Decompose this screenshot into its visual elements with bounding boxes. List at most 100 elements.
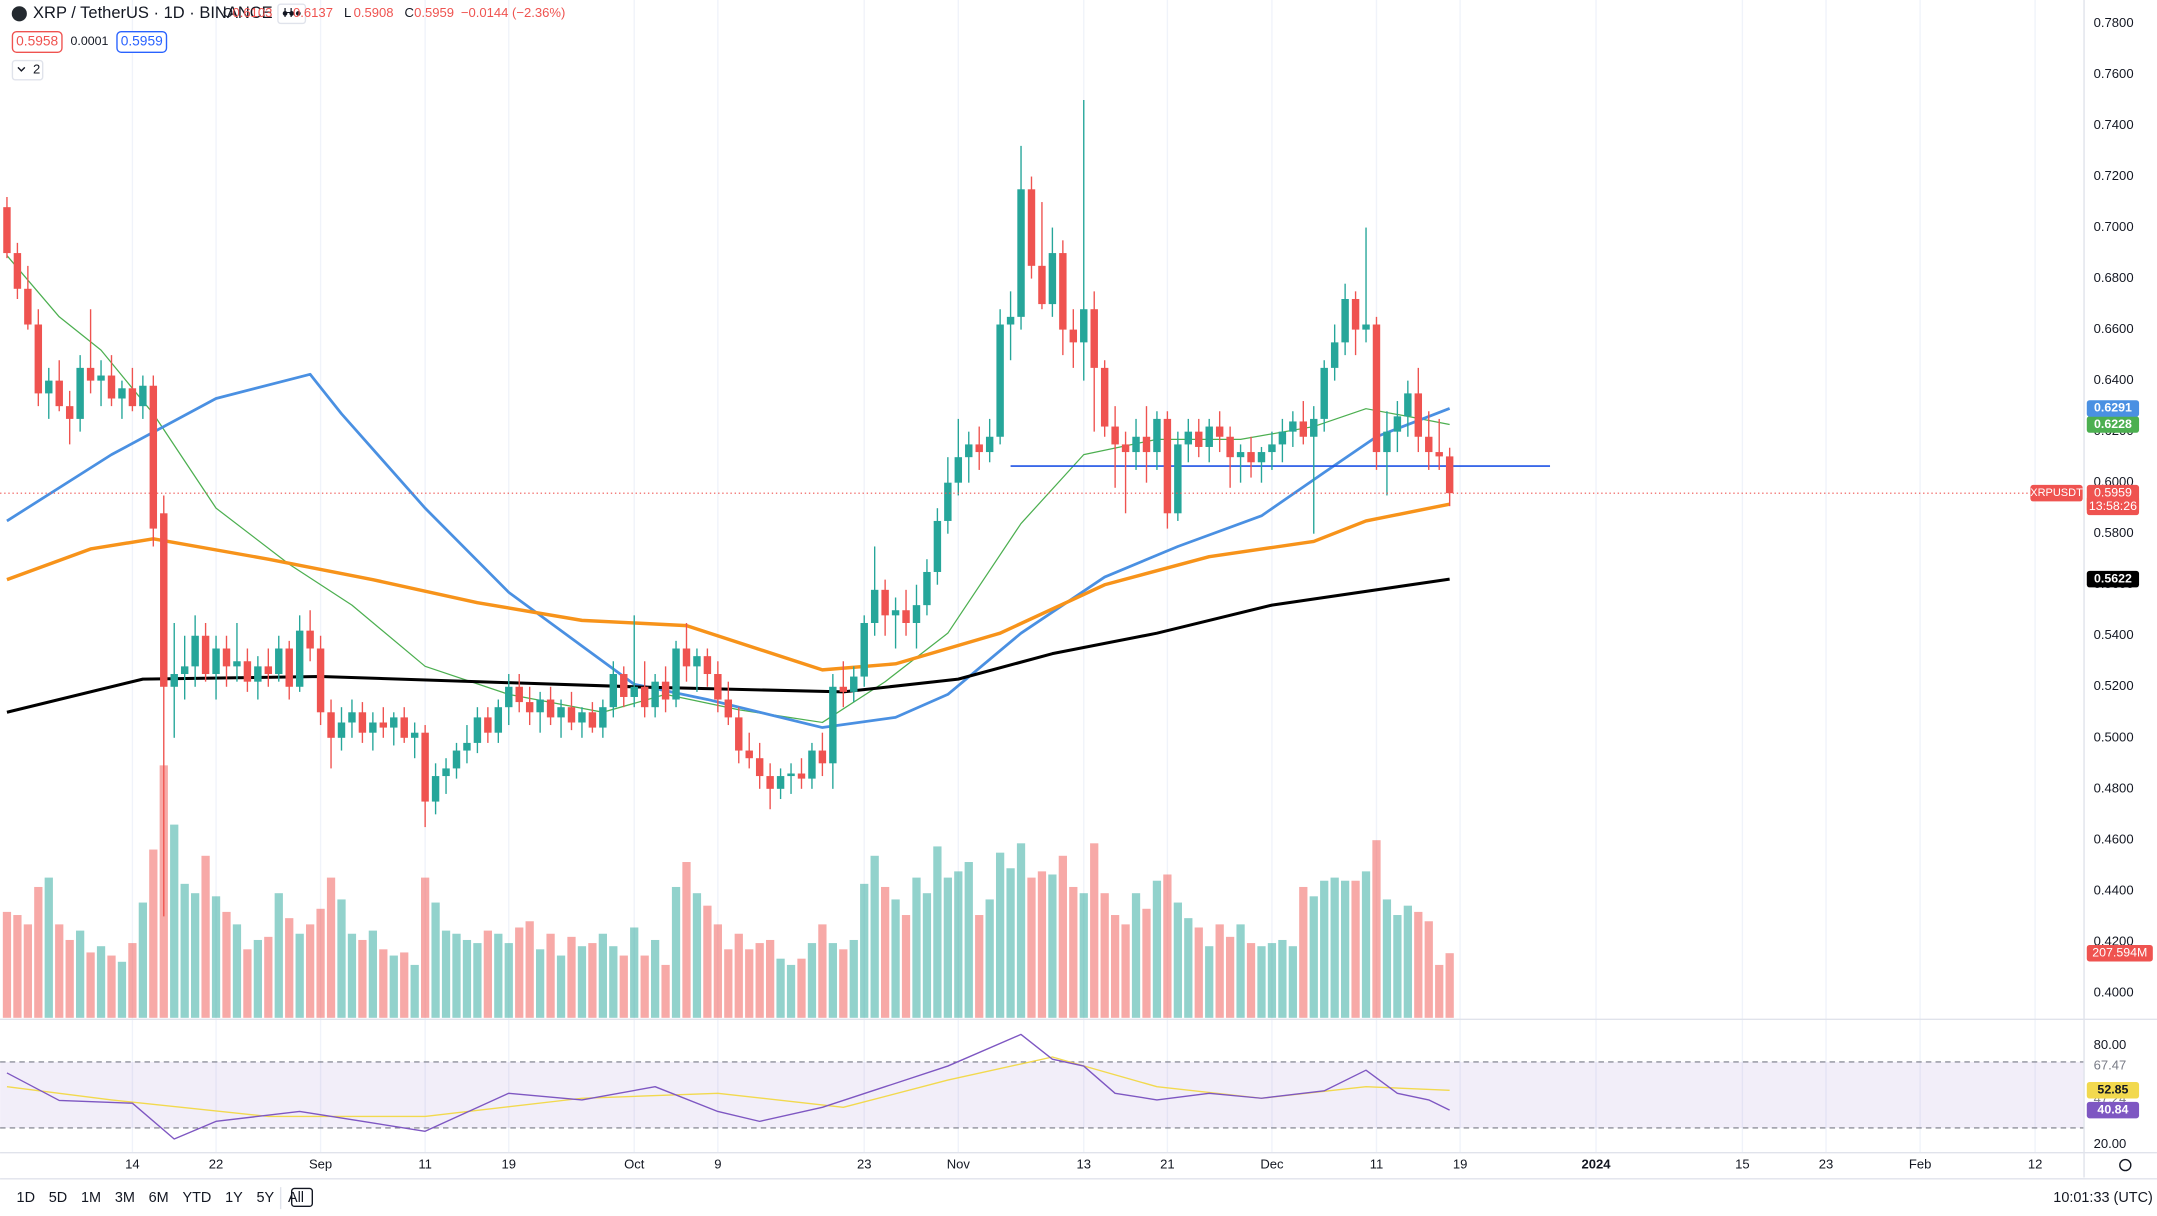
- indicator-count[interactable]: 2: [33, 62, 40, 77]
- candle-body: [1111, 426, 1119, 445]
- range-button[interactable]: 1Y: [225, 1190, 243, 1206]
- candle-body: [1069, 329, 1078, 343]
- candle-body: [745, 750, 753, 759]
- volume-bar: [170, 824, 179, 1018]
- volume-bar: [619, 955, 628, 1018]
- candle-body: [34, 324, 43, 394]
- candle-body: [1425, 436, 1433, 453]
- candle-body: [76, 367, 84, 419]
- volume-bar: [1016, 843, 1026, 1018]
- symbol-badge-bg: [2030, 484, 2083, 502]
- volume-bar: [1309, 896, 1318, 1018]
- candle-body: [975, 444, 983, 453]
- sell-box[interactable]: [11, 30, 63, 53]
- date-range-icon[interactable]: [290, 1187, 313, 1208]
- candle-body: [316, 648, 325, 713]
- chevron: [17, 66, 26, 72]
- candle-body: [923, 571, 931, 606]
- volume-bar: [1048, 874, 1057, 1018]
- volume-bar: [1110, 915, 1120, 1018]
- volume-bar: [431, 902, 440, 1018]
- candle-body: [379, 722, 388, 728]
- candle-body: [1132, 436, 1140, 453]
- ohlc-label: H: [283, 5, 292, 20]
- candle-body: [1090, 309, 1098, 368]
- candle-body: [996, 324, 1004, 437]
- candle-body: [1142, 436, 1151, 453]
- range-button[interactable]: 1M: [81, 1190, 101, 1206]
- range-button[interactable]: 3M: [115, 1190, 135, 1206]
- candle-body: [525, 702, 534, 713]
- candle-body: [139, 385, 147, 407]
- volume-bar: [1079, 893, 1088, 1018]
- volume-bar: [1027, 877, 1036, 1018]
- volume-bar: [96, 946, 106, 1018]
- buy-price[interactable]: 0.5959: [121, 34, 163, 49]
- candle-body: [13, 253, 22, 289]
- volume-bar: [1445, 953, 1454, 1018]
- candle-body: [682, 648, 691, 667]
- range-button[interactable]: 6M: [149, 1190, 169, 1206]
- volume-bar: [295, 933, 304, 1018]
- volume-bar: [598, 933, 607, 1018]
- y-tick-label: 0.5800: [2094, 525, 2134, 540]
- x-tick-label: Feb: [1909, 1157, 1931, 1172]
- range-button[interactable]: All: [288, 1190, 304, 1206]
- volume-bar: [1225, 936, 1235, 1018]
- volume-bar: [609, 946, 618, 1018]
- volume-bar: [264, 936, 273, 1018]
- sell-price[interactable]: 0.5958: [16, 34, 58, 49]
- volume-bar: [421, 877, 430, 1018]
- y-tick-label: 0.4800: [2094, 780, 2134, 795]
- ohlc-change: −0.0144 (−2.36%): [461, 5, 565, 20]
- volume-bar: [1435, 964, 1444, 1018]
- volume-bar: [546, 933, 555, 1018]
- candle-body: [1362, 324, 1370, 330]
- candle-body: [107, 375, 116, 399]
- x-tick-label: 22: [209, 1157, 224, 1172]
- candle-body: [201, 635, 210, 675]
- range-button[interactable]: 1D: [17, 1190, 35, 1206]
- volume-bar: [797, 958, 806, 1018]
- candle-body: [630, 686, 638, 697]
- candle-body: [567, 707, 576, 723]
- volume-bar: [1121, 924, 1130, 1018]
- more-icon[interactable]: ●●●: [282, 8, 302, 20]
- candle-body: [1299, 421, 1308, 437]
- volume-bar: [452, 933, 461, 1018]
- candle-body: [243, 661, 252, 682]
- range-button[interactable]: YTD: [182, 1190, 211, 1206]
- x-tick-label: 23: [857, 1157, 872, 1172]
- buy-box[interactable]: [116, 30, 168, 53]
- more-button[interactable]: [277, 3, 307, 25]
- volume-bar: [494, 933, 503, 1018]
- volume-bar: [870, 855, 879, 1018]
- volume-bar: [1142, 908, 1151, 1018]
- candle-body: [902, 610, 910, 623]
- volume-bar: [891, 899, 900, 1018]
- volume-bar: [65, 939, 74, 1018]
- candle-body: [881, 589, 889, 616]
- volume-badge: 207.594M: [2092, 945, 2147, 959]
- volume-bar: [661, 964, 670, 1018]
- indicators-toggle[interactable]: [11, 59, 44, 81]
- candle-body: [703, 656, 712, 675]
- settings-icon[interactable]: [2119, 1158, 2132, 1172]
- candle-body: [620, 674, 628, 697]
- volume-bar: [588, 943, 597, 1018]
- candle-body: [870, 589, 879, 623]
- candle-body: [1163, 418, 1172, 514]
- range-button[interactable]: 5Y: [257, 1190, 275, 1206]
- volume-bar: [1194, 927, 1203, 1018]
- volume-bar: [1257, 946, 1266, 1018]
- candle-body: [557, 707, 565, 718]
- candle-body: [421, 732, 429, 802]
- candle-body: [609, 674, 618, 708]
- candle-body: [149, 385, 158, 529]
- range-button[interactable]: 5D: [49, 1190, 67, 1206]
- candle-body: [1017, 189, 1025, 317]
- volume-bar: [713, 924, 722, 1018]
- candle-body: [306, 630, 314, 649]
- ohlc-label: C: [404, 5, 413, 20]
